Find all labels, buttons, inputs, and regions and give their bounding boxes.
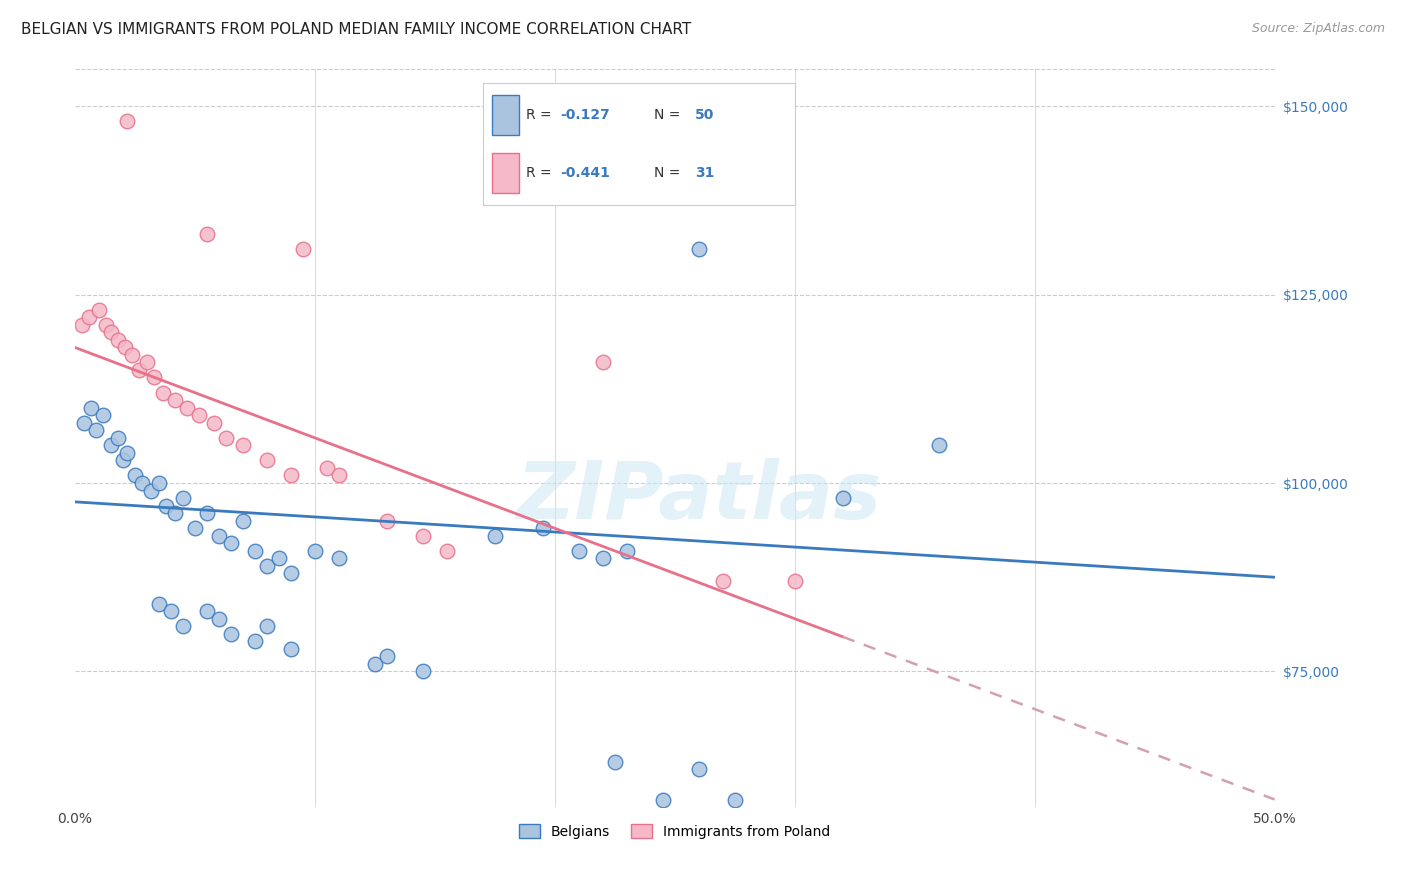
Point [84, 423, 107, 437]
Point [688, 243, 710, 257]
Point [328, 551, 350, 566]
Point [121, 348, 143, 362]
Point [304, 544, 326, 558]
Point [165, 393, 187, 408]
Point [188, 408, 211, 422]
Point [141, 483, 163, 498]
Point [208, 529, 231, 543]
Point [291, 243, 314, 257]
Point [208, 612, 231, 626]
Point [155, 499, 177, 513]
Point [267, 551, 290, 566]
Point [375, 514, 398, 528]
Point [165, 506, 187, 520]
Point [202, 416, 225, 430]
Point [100, 438, 122, 452]
Point [148, 597, 170, 611]
Point [592, 355, 614, 369]
Point [783, 574, 806, 588]
Point [148, 475, 170, 490]
Point [172, 619, 194, 633]
Point [831, 491, 853, 505]
Point [219, 536, 242, 550]
Point [80, 401, 103, 415]
Text: BELGIAN VS IMMIGRANTS FROM POLAND MEDIAN FAMILY INCOME CORRELATION CHART: BELGIAN VS IMMIGRANTS FROM POLAND MEDIAN… [21, 22, 692, 37]
Point [592, 551, 614, 566]
Point [195, 227, 218, 242]
Point [280, 641, 302, 656]
Point [87, 302, 110, 317]
Point [111, 453, 134, 467]
Point [243, 544, 266, 558]
Point [183, 521, 205, 535]
Point [172, 491, 194, 505]
Point [107, 431, 129, 445]
Point [412, 665, 434, 679]
Point [100, 326, 122, 340]
Point [107, 333, 129, 347]
Point [412, 529, 434, 543]
Point [315, 461, 337, 475]
Point [94, 318, 117, 332]
Point [176, 401, 198, 415]
Point [195, 506, 218, 520]
Point [128, 363, 150, 377]
Point [484, 529, 506, 543]
Point [375, 649, 398, 664]
Point [363, 657, 385, 671]
Point [688, 763, 710, 777]
Point [215, 431, 238, 445]
Point [70, 318, 93, 332]
Point [256, 619, 278, 633]
Point [256, 453, 278, 467]
Point [117, 114, 139, 128]
Point [131, 475, 153, 490]
Point [256, 558, 278, 573]
Point [280, 468, 302, 483]
Point [159, 604, 181, 618]
Point [77, 310, 100, 325]
Point [73, 416, 96, 430]
Point [651, 792, 673, 806]
Point [117, 446, 139, 460]
Point [232, 438, 254, 452]
Point [724, 792, 747, 806]
Point [616, 544, 638, 558]
Point [124, 468, 146, 483]
Point [928, 438, 950, 452]
Point [93, 408, 115, 422]
Point [280, 566, 302, 581]
Point [711, 574, 734, 588]
Text: Source: ZipAtlas.com: Source: ZipAtlas.com [1251, 22, 1385, 36]
Point [219, 626, 242, 640]
Point [152, 385, 174, 400]
Point [135, 355, 157, 369]
Point [603, 755, 626, 769]
Point [531, 521, 554, 535]
Legend: Belgians, Immigrants from Poland: Belgians, Immigrants from Poland [513, 819, 835, 845]
Point [436, 544, 458, 558]
Point [243, 634, 266, 648]
Point [568, 544, 591, 558]
Point [328, 468, 350, 483]
Point [232, 514, 254, 528]
Point [114, 340, 136, 354]
Point [195, 604, 218, 618]
Point [142, 370, 165, 384]
Text: ZIPatlas: ZIPatlas [516, 458, 882, 536]
